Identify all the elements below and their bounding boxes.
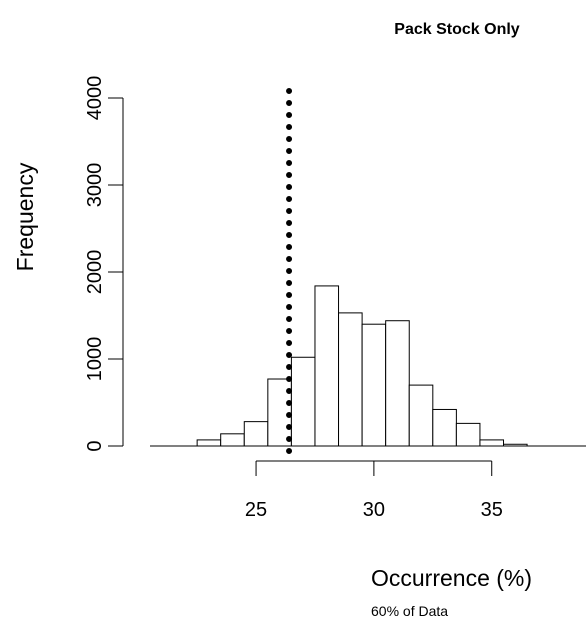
- histogram-bar: [243, 421, 269, 447]
- histogram-bar: [385, 320, 410, 447]
- histogram-bar: [432, 408, 457, 447]
- histogram-bar: [290, 356, 316, 447]
- y-tick-label: 1000: [84, 337, 106, 382]
- histogram-bar: [455, 422, 481, 447]
- histogram-bar: [196, 439, 222, 447]
- x-axis-label: Occurrence (%): [371, 565, 532, 591]
- x-axis: 25 30 35: [245, 460, 503, 521]
- y-tick-label: 3000: [84, 163, 106, 208]
- chart-title: Pack Stock Only: [394, 21, 519, 38]
- y-axis: 0 1000 2000 3000 4000: [84, 76, 124, 452]
- histogram-bar: [338, 312, 363, 447]
- x-tick-label: 25: [245, 499, 267, 521]
- x-tick-label: 30: [363, 499, 385, 521]
- histogram-bar: [361, 323, 387, 447]
- histogram-bar: [314, 285, 340, 447]
- y-tick-label: 2000: [84, 250, 106, 295]
- histogram-bar: [220, 433, 245, 447]
- data-fraction-note: 60% of Data: [371, 603, 448, 619]
- histogram-bar: [479, 439, 505, 447]
- histogram-bar: [408, 384, 434, 447]
- x-tick-label: 35: [481, 499, 503, 521]
- y-axis-label: Frequency: [12, 162, 38, 271]
- histogram-bars: [196, 285, 528, 447]
- y-tick-label: 0: [84, 440, 106, 451]
- y-tick-label: 4000: [84, 76, 106, 121]
